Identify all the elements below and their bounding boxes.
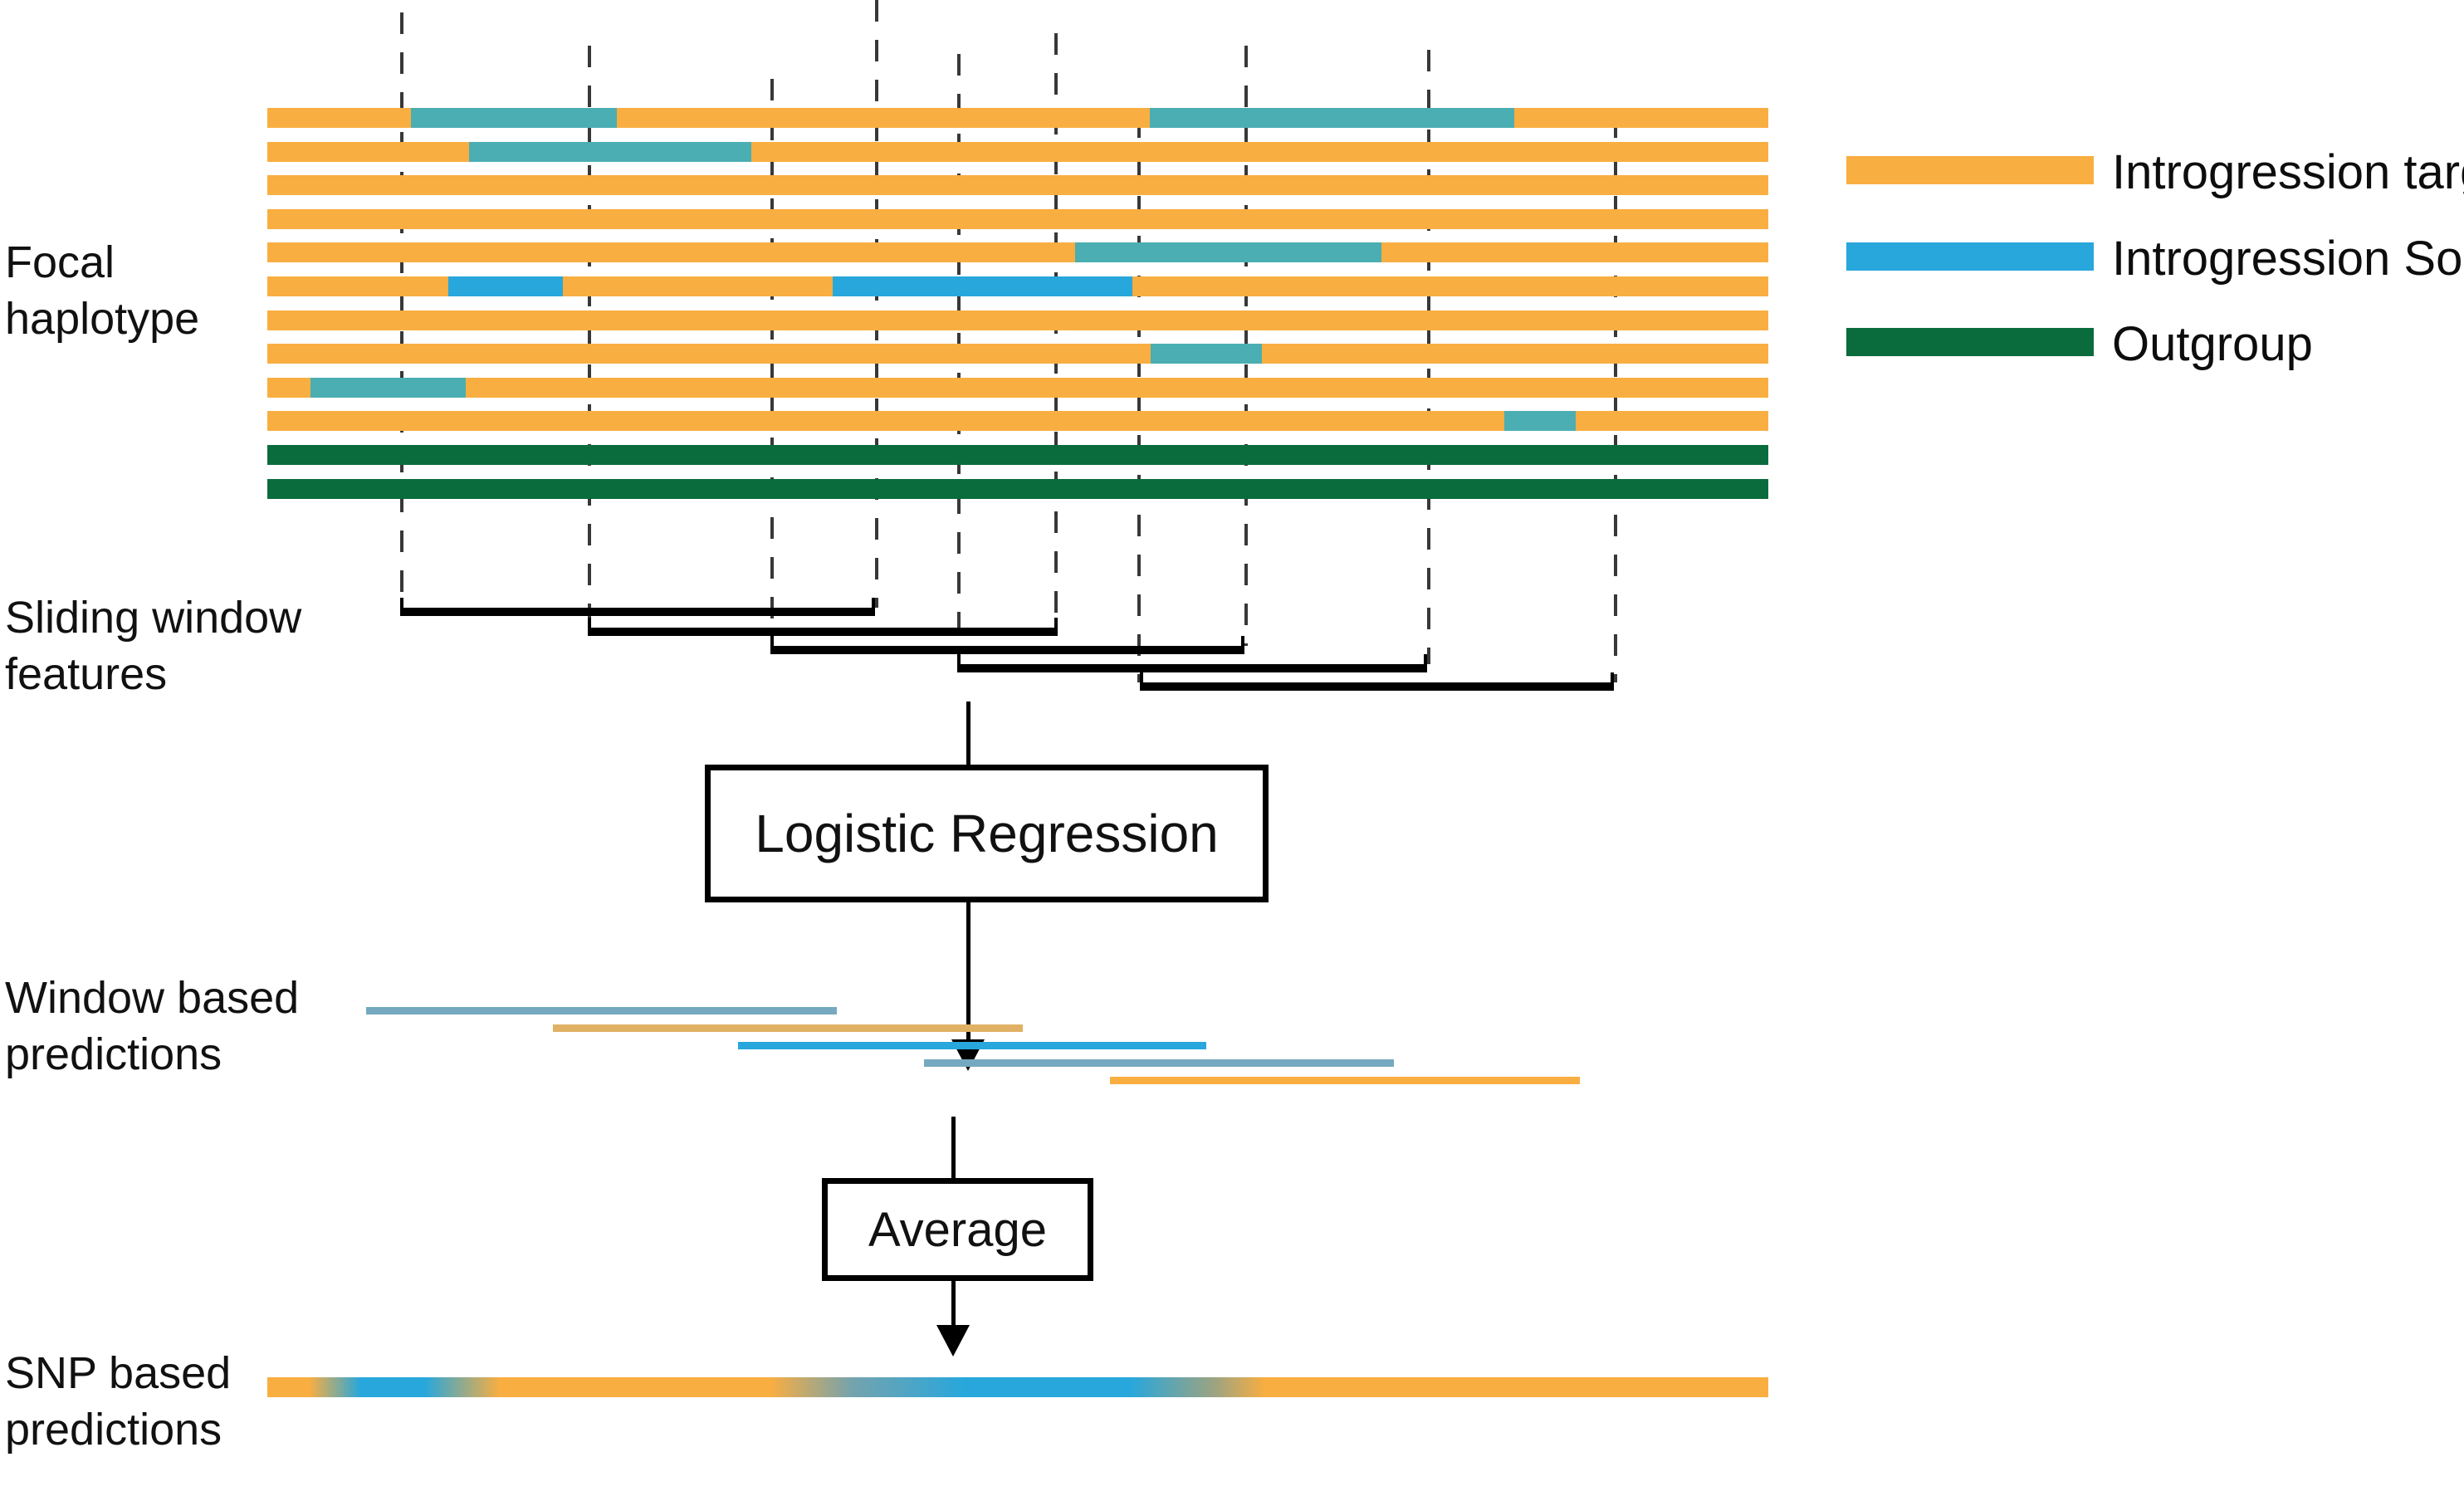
average-box-label: Average: [868, 1202, 1047, 1257]
introgressed-tract-segment: [469, 142, 751, 162]
sliding-window-features-label-line1: Sliding window: [5, 593, 302, 643]
target-haplotype-row: [267, 242, 1768, 262]
average-box: Average: [822, 1178, 1093, 1281]
sliding-window-bracket: [588, 618, 1058, 636]
logistic-regression-box: Logistic Regression: [705, 765, 1269, 902]
introgression-source-segment: [448, 276, 563, 296]
target-haplotype-row: [267, 108, 1768, 128]
window-prediction-line: [366, 1007, 837, 1014]
outgroup-haplotype-row: [267, 479, 1768, 499]
target-haplotype-row: [267, 142, 1768, 162]
sliding-window-bracket: [400, 598, 875, 616]
focal-haplotype-label-line1: Focal: [5, 237, 115, 287]
logistic-regression-box-label: Logistic Regression: [755, 804, 1219, 863]
focal-haplotype-label: Focal haplotype: [5, 234, 199, 347]
sliding-window-bracket: [770, 636, 1244, 654]
introgression-target-swatch: [1846, 156, 2094, 184]
target-haplotype-row: [267, 411, 1768, 431]
window-prediction-line: [553, 1024, 1023, 1032]
introgression-source-segment: [833, 276, 1132, 296]
window-prediction-line: [1110, 1077, 1580, 1084]
target-haplotype-row: [267, 344, 1768, 364]
average-output-arrowhead: [936, 1325, 970, 1357]
sliding-window-bracket: [957, 654, 1427, 672]
introgressed-tract-segment: [1151, 344, 1262, 364]
predictions-to-average-connector: [951, 1117, 956, 1178]
outgroup-swatch: [1846, 328, 2094, 356]
introgressed-tract-segment: [1150, 108, 1514, 128]
window-boundary-line: [588, 46, 591, 628]
outgroup-haplotype-row: [267, 445, 1768, 465]
outgroup-label: Outgroup: [2112, 317, 2313, 371]
snp-based-predictions-label: SNP based predictions: [5, 1345, 231, 1458]
snp-prediction-bar: [267, 1377, 1768, 1397]
target-haplotype-row: [267, 175, 1768, 195]
window-boundary-line: [1614, 116, 1617, 682]
introgression-source-swatch: [1846, 242, 2094, 271]
window-based-predictions-label-line2: predictions: [5, 1029, 222, 1079]
introgression-source-label: Introgression Source: [2112, 232, 2464, 286]
target-haplotype-row: [267, 310, 1768, 330]
logistic-output-arrow-shaft: [966, 902, 970, 1039]
window-prediction-line: [738, 1042, 1206, 1049]
focal-haplotype-label-line2: haplotype: [5, 294, 200, 344]
sliding-window-bracket: [1140, 672, 1614, 691]
introgressed-tract-segment: [1075, 242, 1381, 262]
introgressed-tract-segment: [1504, 411, 1576, 431]
window-boundary-line: [1137, 116, 1141, 682]
target-haplotype-row: [267, 276, 1768, 296]
window-boundary-line: [400, 12, 403, 608]
bracket-to-logistic-connector: [966, 702, 970, 765]
introgressed-tract-segment: [310, 378, 466, 398]
window-based-predictions-label-line1: Window based: [5, 973, 300, 1023]
sliding-window-features-label-line2: features: [5, 649, 168, 699]
introgression-target-label: Introgression target: [2112, 145, 2464, 199]
window-boundary-line: [1054, 33, 1058, 628]
window-prediction-line: [924, 1059, 1394, 1067]
target-haplotype-row: [267, 378, 1768, 398]
sliding-window-features-label: Sliding window features: [5, 589, 301, 702]
snp-based-predictions-label-line1: SNP based: [5, 1348, 232, 1398]
introgressed-tract-segment: [411, 108, 617, 128]
window-boundary-line: [875, 0, 878, 608]
snp-based-predictions-label-line2: predictions: [5, 1405, 222, 1454]
window-based-predictions-label: Window based predictions: [5, 970, 299, 1083]
average-output-arrow-shaft: [951, 1281, 956, 1325]
target-haplotype-row: [267, 209, 1768, 229]
